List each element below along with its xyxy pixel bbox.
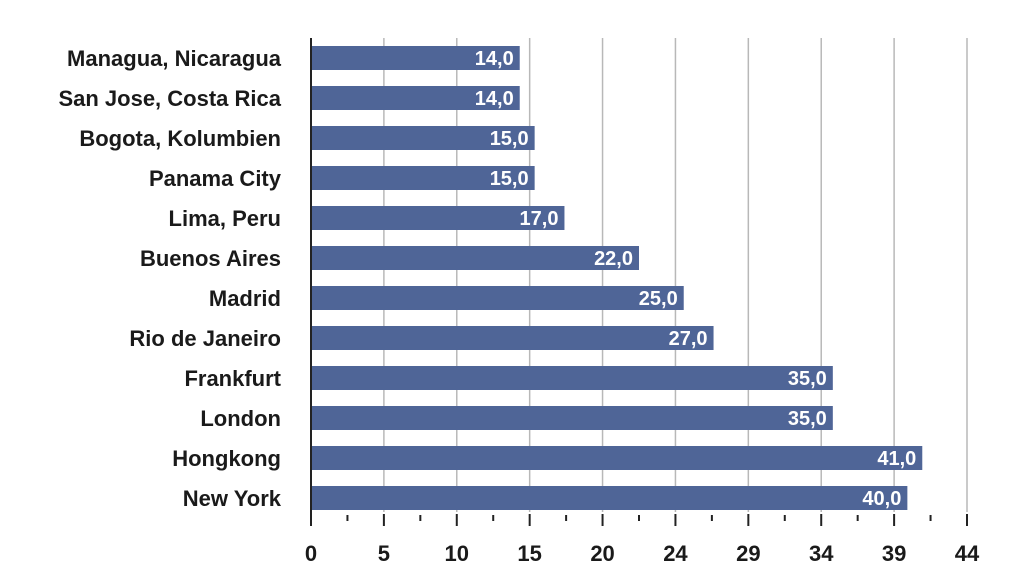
bar-value-label: 15,0 [490,128,529,150]
category-label: Frankfurt [184,366,281,391]
category-label: San Jose, Costa Rica [58,86,281,111]
category-label: Panama City [149,166,282,191]
bar-value-label: 27,0 [669,328,708,350]
bar-value-label: 15,0 [490,168,529,190]
x-tick-label: 29 [736,541,760,566]
bar [311,326,714,350]
x-tick-label: 0 [305,541,317,566]
x-tick-label: 39 [882,541,906,566]
bar [311,446,923,470]
category-label: London [200,406,281,431]
x-tick-label: 44 [955,541,980,566]
bar-value-label: 41,0 [877,448,916,470]
gridlines [383,38,968,512]
category-label: New York [183,486,282,511]
category-label: Buenos Aires [140,246,281,271]
bars: 14,0 14,0 15,0 15,0 17,0 22,0 25,0 27,0 35,0 35,0… [311,46,923,510]
bar [311,206,565,230]
category-label: Madrid [209,286,281,311]
bar [311,486,908,510]
bar-value-label: 17,0 [520,208,559,230]
category-label: Rio de Janeiro [129,326,281,351]
x-tick-label: 24 [663,541,688,566]
x-tick-label: 34 [809,541,834,566]
bar [311,46,520,70]
bar [311,246,639,270]
x-tick-label: 5 [378,541,390,566]
category-label: Managua, Nicaragua [67,46,282,71]
bar [311,126,535,150]
bar [311,166,535,190]
category-labels: Managua, Nicaragua San Jose, Costa Rica Bo… [58,46,281,511]
x-axis: 0 5 10 15 20 24 29 34 39 44 [305,38,980,566]
bar-value-label: 40,0 [862,488,901,510]
bar-value-label: 25,0 [639,288,678,310]
bar-value-label: 22,0 [594,248,633,270]
bar [311,406,833,430]
bar [311,286,684,310]
x-tick-label: 20 [590,541,614,566]
bar-value-label: 35,0 [788,368,827,390]
x-tick-label: 10 [445,541,469,566]
x-tick-label: 15 [517,541,541,566]
bar [311,86,520,110]
category-label: Lima, Peru [169,206,281,231]
bar-value-label: 14,0 [475,48,514,70]
bar-value-label: 35,0 [788,408,827,430]
bar-value-label: 14,0 [475,88,514,110]
category-label: Bogota, Kolumbien [79,126,281,151]
bar [311,366,833,390]
category-label: Hongkong [172,446,281,471]
